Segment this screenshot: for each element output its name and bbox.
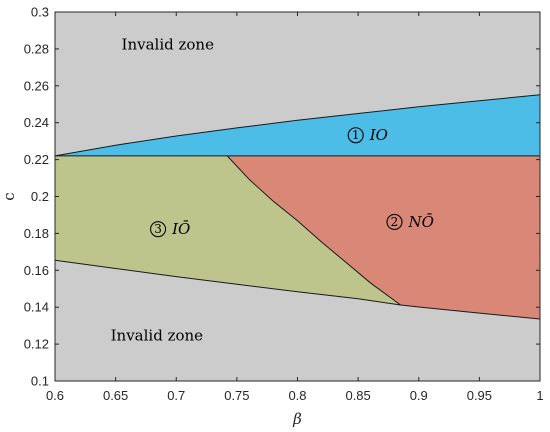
- region-number: 3: [154, 222, 162, 236]
- invalid-zone-label: Invalid zone: [111, 326, 204, 344]
- x-tick-label: 0.8: [288, 388, 306, 403]
- region-io-bar: [55, 155, 401, 305]
- x-tick-label: 0.9: [410, 388, 428, 403]
- lower-boundary-line: [54, 259, 541, 320]
- invalid-zone-label: Invalid zone: [122, 35, 215, 53]
- axis-ticks: 0.6 0.65 0.7 0.75 0.8 0.85 0.9 0.95 1 0.1 0.12 0.14…: [24, 5, 544, 404]
- y-tick-label: 0.26: [24, 78, 49, 93]
- x-tick-label: 0.95: [467, 388, 492, 403]
- x-tick-label: 0.6: [46, 388, 64, 403]
- x-tick-label: 0.65: [103, 388, 128, 403]
- x-tick-label: 0.75: [224, 388, 249, 403]
- upper-boundary-line: [54, 94, 541, 157]
- region-label: NŌ: [408, 213, 434, 231]
- region-number: 2: [391, 215, 399, 229]
- y-tick-label: 0.3: [31, 5, 49, 20]
- region-no-bar: [227, 155, 540, 319]
- y-tick-label: 0.24: [24, 115, 49, 130]
- region-number: 1: [352, 128, 360, 142]
- boundary-curves: [54, 94, 541, 320]
- region-labels: 1 IO 2 NŌ 3 IŌ Invalid zone Invalid zone: [111, 35, 434, 344]
- divider-boundary-line: [226, 155, 401, 306]
- x-axis-label: β: [292, 410, 302, 428]
- y-tick-label: 0.16: [24, 263, 49, 278]
- y-tick-label: 0.28: [24, 41, 49, 56]
- y-axis-label: c: [0, 192, 18, 200]
- region-io: [55, 94, 540, 156]
- x-tick-label: 0.7: [167, 388, 185, 403]
- regions: [55, 94, 540, 319]
- y-tick-label: 0.12: [24, 337, 49, 352]
- y-tick-label: 0.1: [31, 374, 49, 389]
- y-tick-label: 0.18: [24, 226, 49, 241]
- y-tick-label: 0.2: [31, 189, 49, 204]
- region-number-circle: [150, 221, 167, 238]
- x-tick-label: 1: [536, 388, 543, 403]
- region-label: IO: [369, 126, 388, 144]
- y-tick-label: 0.14: [24, 300, 49, 315]
- region-number-circle: [386, 213, 403, 231]
- region-number-circle: [347, 127, 364, 144]
- x-tick-label: 0.85: [345, 388, 370, 403]
- y-tick-label: 0.22: [24, 152, 49, 167]
- region-label: IŌ: [171, 220, 190, 238]
